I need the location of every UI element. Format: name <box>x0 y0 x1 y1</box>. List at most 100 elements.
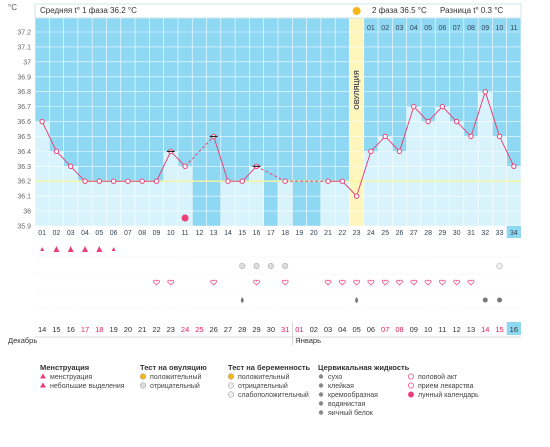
top-day-label: 06 <box>438 25 446 32</box>
temp-point[interactable] <box>396 148 403 155</box>
temp-point[interactable] <box>110 178 117 184</box>
temp-point[interactable] <box>339 178 346 184</box>
top-day-label: 01 <box>367 25 375 32</box>
top-day-label: 08 <box>467 25 475 32</box>
temp-point[interactable] <box>182 163 188 170</box>
temp-bar <box>92 181 107 226</box>
temp-point[interactable] <box>511 163 517 170</box>
temp-point[interactable] <box>496 133 503 140</box>
temp-bar <box>478 91 493 226</box>
temp-point[interactable] <box>139 178 145 184</box>
temp-point[interactable] <box>353 193 360 199</box>
ovulation-legend-icon <box>139 382 147 389</box>
temp-point[interactable] <box>482 88 488 95</box>
day-label: 29 <box>438 230 446 237</box>
temp-point[interactable] <box>439 103 446 110</box>
date-label: 29 <box>252 325 260 334</box>
temp-point[interactable] <box>39 118 45 125</box>
sun-icon <box>352 7 361 15</box>
day-label: 26 <box>396 230 404 237</box>
day-label: 34 <box>510 230 518 237</box>
day-column <box>135 18 150 226</box>
y-tick-label: 35.9 <box>17 224 31 231</box>
day-label: 16 <box>253 230 261 237</box>
temp-point[interactable] <box>225 178 231 184</box>
day-column <box>335 18 350 226</box>
temp-point[interactable] <box>96 178 103 184</box>
temp-point[interactable] <box>125 178 131 184</box>
top-day-label: 02 <box>381 25 389 32</box>
temp-point[interactable] <box>282 178 288 184</box>
temp-point[interactable] <box>53 148 60 155</box>
temp-bar <box>77 181 93 226</box>
temp-bar <box>163 151 178 226</box>
legend-other-item: прием лекарства <box>418 383 474 390</box>
legend-cervical-title: Цервикальная жидкость <box>318 363 410 372</box>
temp-point[interactable] <box>382 133 388 140</box>
ovulation-test-negative-icon <box>239 262 246 270</box>
pregnancy-legend-icon <box>227 382 235 389</box>
cervical-legend-icon <box>318 374 324 379</box>
y-tick-label: 36.8 <box>17 89 31 96</box>
date-label: 14 <box>38 325 46 334</box>
temp-point[interactable] <box>325 178 331 184</box>
y-tick-label: 36.1 <box>17 194 31 201</box>
day-column <box>235 18 250 226</box>
temp-bar <box>420 121 436 226</box>
heart-icon <box>338 279 346 286</box>
legend-other-item: лунный календарь <box>418 391 479 399</box>
phase1-avg: Средняя t° 1 фаза 36.2 °C <box>40 6 137 15</box>
date-label: 16 <box>67 325 75 334</box>
y-tick-label: 37.1 <box>17 44 31 51</box>
day-label: 08 <box>138 230 146 237</box>
today-date-marker <box>506 322 521 335</box>
menstruation-icon <box>96 246 103 252</box>
heart-icon <box>396 279 403 286</box>
temp-bar <box>278 181 293 226</box>
heart-icon <box>167 279 175 286</box>
temp-point[interactable] <box>368 148 374 155</box>
heart-icon <box>467 279 475 286</box>
day-label: 14 <box>224 230 232 237</box>
day-label: 30 <box>453 230 461 237</box>
date-label: 07 <box>381 325 389 334</box>
temp-point[interactable] <box>153 178 160 184</box>
temp-point[interactable] <box>239 178 245 184</box>
temp-point[interactable] <box>453 118 460 125</box>
temp-line-segment <box>370 136 386 152</box>
y-tick-label: 36.4 <box>17 149 31 156</box>
menstruation-icon <box>82 246 89 252</box>
day-column <box>349 18 364 226</box>
temp-point[interactable] <box>468 133 474 140</box>
day-label: 01 <box>38 230 46 237</box>
temp-line-segment <box>442 106 458 122</box>
day-label: 27 <box>410 230 418 237</box>
date-label: 23 <box>167 325 175 334</box>
top-day-label: 10 <box>496 25 504 32</box>
temp-point[interactable] <box>68 163 74 170</box>
heart-icon <box>424 279 432 286</box>
temp-bar <box>220 181 236 226</box>
date-label: 08 <box>395 325 403 334</box>
temp-bar <box>149 181 164 226</box>
other-legend-icon <box>408 391 414 398</box>
temp-bar <box>106 181 121 226</box>
temp-bar <box>49 151 64 226</box>
day-label: 22 <box>338 230 346 237</box>
day-column <box>206 18 221 226</box>
top-day-label: 11 <box>510 25 517 32</box>
day-column <box>220 18 236 226</box>
day-column <box>106 18 121 226</box>
legend-cervical-item: сухо <box>328 374 342 381</box>
pill-icon <box>496 262 503 270</box>
temp-line-segment <box>484 91 501 137</box>
egg-white-icon <box>240 297 244 303</box>
temp-point[interactable] <box>82 178 88 184</box>
temp-point[interactable] <box>411 103 417 110</box>
date-label: 05 <box>352 325 360 334</box>
temp-point[interactable] <box>425 118 431 125</box>
cervical-legend-icon <box>318 410 324 415</box>
temp-line-segment <box>241 165 257 182</box>
